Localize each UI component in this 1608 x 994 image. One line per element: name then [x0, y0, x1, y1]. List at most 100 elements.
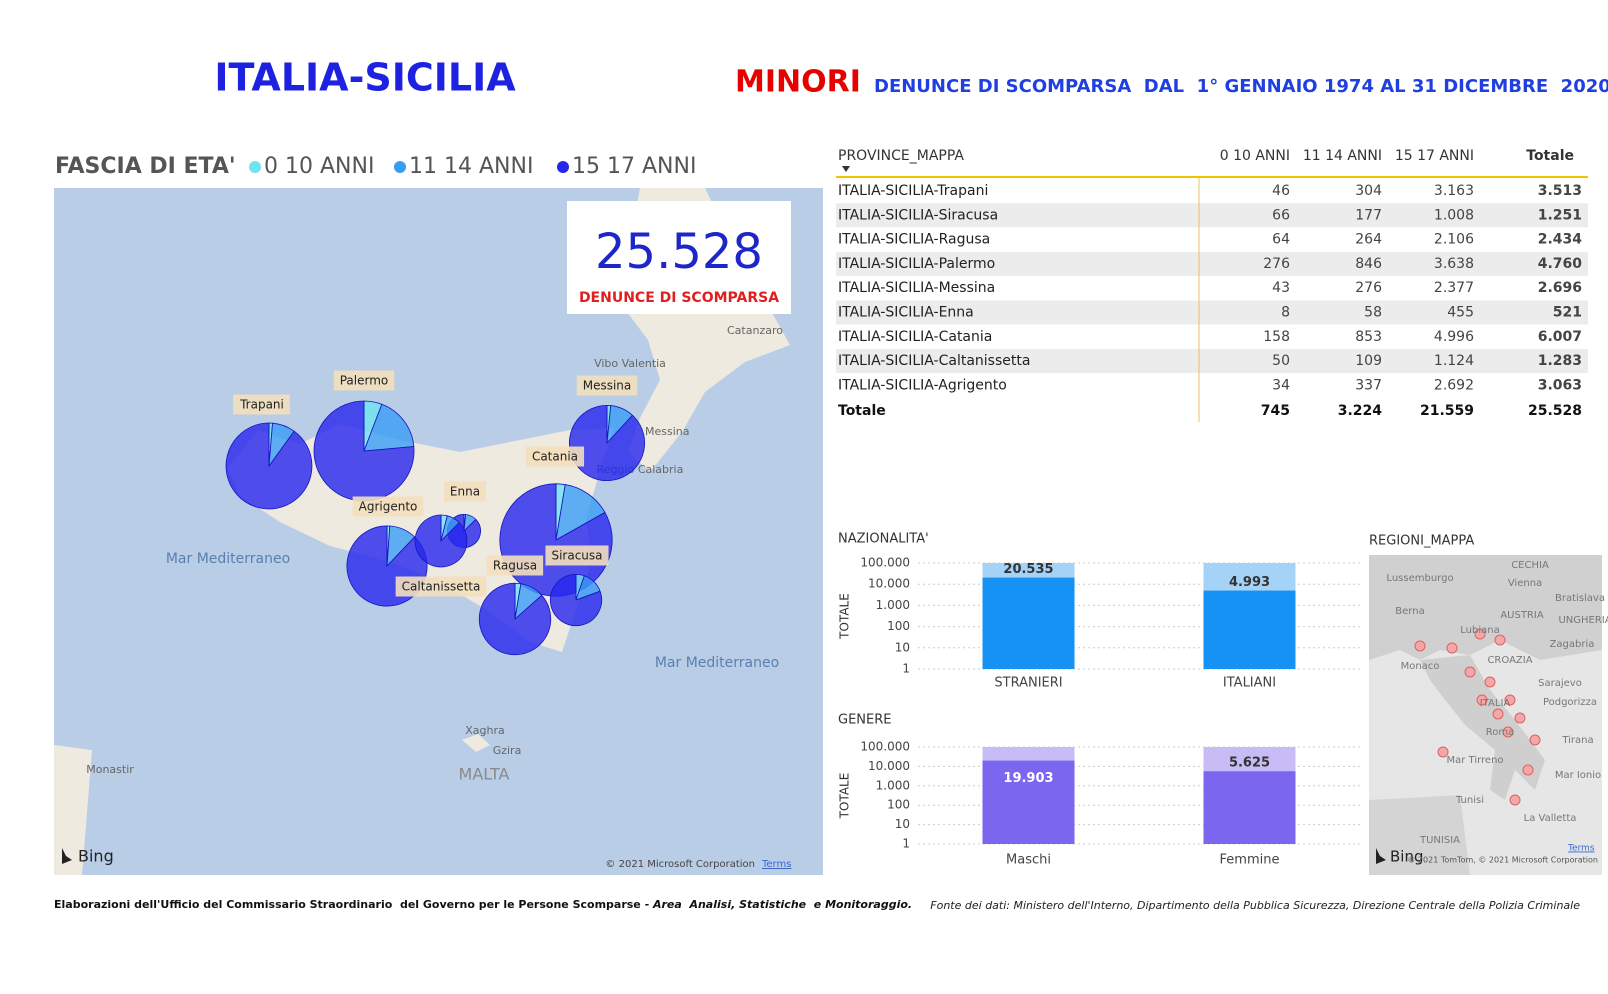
- region-place: Sarajevo: [1538, 678, 1582, 689]
- row-bg: [836, 300, 1588, 325]
- legend-dot: [249, 161, 261, 173]
- province-label-bg: [395, 576, 487, 597]
- region-dot: [1446, 642, 1458, 654]
- region-place: CECHIA: [1511, 560, 1549, 571]
- legend-label: 0 10 ANNI: [264, 154, 374, 179]
- row-bg: [836, 251, 1588, 276]
- cell: 43: [1272, 280, 1290, 296]
- cell: 8: [1281, 305, 1290, 321]
- cell: ITALIA-SICILIA-Palermo: [838, 256, 995, 272]
- footer-right: Fonte dei dati: Ministero dell'Interno, …: [930, 899, 1580, 912]
- bing-logo: [1376, 848, 1386, 864]
- place-label: Monastir: [86, 763, 134, 776]
- cell: 846: [1355, 256, 1382, 272]
- cell: ITALIA-SICILIA-Trapani: [838, 183, 988, 199]
- cell: 34: [1272, 377, 1290, 393]
- value-label: 4.993: [1229, 575, 1270, 590]
- y-tick-label: 1.000: [876, 598, 910, 612]
- region-dot: [1492, 708, 1504, 720]
- cell: ITALIA-SICILIA-Caltanissetta: [838, 353, 1030, 369]
- footer-left-text: Elaborazioni dell'Ufficio del Commissari…: [54, 898, 653, 911]
- cell: 3.638: [1434, 256, 1474, 272]
- pie-slice: [550, 573, 603, 627]
- pie-slice: [363, 403, 415, 452]
- y-tick-label: 100: [887, 619, 910, 633]
- y-tick-label: 10.000: [868, 759, 910, 773]
- region-place: Roma: [1486, 727, 1515, 738]
- region-place: CROAZIA: [1487, 655, 1532, 666]
- region-place: La Valletta: [1524, 813, 1577, 824]
- cell: 66: [1272, 207, 1290, 223]
- cell: ITALIA-SICILIA-Catania: [838, 329, 992, 345]
- column-header: PROVINCE_MAPPA: [838, 148, 964, 164]
- malta: [462, 734, 490, 752]
- highlight: MINORI: [735, 65, 861, 100]
- card-value: 25.528: [595, 224, 763, 280]
- x-tick-label: Femmine: [1220, 853, 1280, 868]
- province-label: Enna: [450, 485, 480, 499]
- cell: 2.377: [1434, 280, 1474, 296]
- region-dot: [1484, 676, 1496, 688]
- place-label: MALTA: [459, 765, 510, 784]
- cell: 3.063: [1538, 377, 1582, 393]
- chart-title: GENERE: [838, 713, 891, 728]
- cell: ITALIA-SICILIA-Ragusa: [838, 232, 990, 248]
- province-label: Trapani: [239, 398, 284, 412]
- region-terms[interactable]: Terms: [1567, 844, 1595, 854]
- cell: 58: [1364, 305, 1382, 321]
- cell: 177: [1355, 207, 1382, 223]
- province-label-bg: [333, 370, 395, 391]
- y-tick-label: 100.000: [860, 740, 910, 754]
- region-attribution: © 2021 TomTom, © 2021 Microsoft Corporat…: [1407, 856, 1598, 865]
- region-map: [1369, 555, 1602, 875]
- province-label: Caltanissetta: [402, 580, 481, 594]
- legend: FASCIA DI ETA' 0 10 ANNI 11 14 ANNI 15 17 …: [55, 154, 696, 179]
- cell: 158: [1263, 329, 1290, 345]
- place-label: Vibo Valentia: [594, 357, 666, 370]
- bing-label: Bing: [78, 847, 114, 866]
- legend-dot: [394, 161, 406, 173]
- y-tick-label: 1: [902, 662, 910, 676]
- place-label: Xaghra: [465, 724, 505, 737]
- region-dot: [1476, 694, 1488, 706]
- region-place: Tirana: [1561, 735, 1593, 746]
- y-tick-label: 10: [895, 640, 910, 654]
- province-label: Agrigento: [359, 500, 418, 514]
- cell: 1.124: [1434, 353, 1474, 369]
- cell: 276: [1263, 256, 1290, 272]
- cell: 455: [1447, 305, 1474, 321]
- card-label: DENUNCE DI SCOMPARSA: [579, 290, 779, 306]
- value-label: 5.625: [1229, 756, 1270, 771]
- bar: [982, 577, 1075, 669]
- region-dot: [1494, 634, 1506, 646]
- province-label: Ragusa: [493, 559, 537, 573]
- bar: [1203, 771, 1296, 844]
- bar: [982, 760, 1075, 844]
- region-dot: [1414, 640, 1426, 652]
- cell: 1.251: [1538, 207, 1582, 223]
- region-place: Lussemburgo: [1386, 573, 1453, 584]
- total-cell: 25.528: [1528, 403, 1582, 419]
- cell: 1.283: [1538, 353, 1582, 369]
- pie-slice: [569, 404, 646, 482]
- africa: [1369, 795, 1470, 875]
- sea-label: Mar Mediterraneo: [166, 551, 290, 567]
- region-place: Mar Ionio: [1555, 770, 1601, 781]
- region-place: Berna: [1395, 606, 1424, 617]
- province-label-bg: [233, 394, 290, 415]
- cell: 50: [1272, 353, 1290, 369]
- region-place: Mar Tirreno: [1446, 755, 1503, 766]
- cell: 521: [1553, 305, 1582, 321]
- pie-slice: [555, 484, 606, 541]
- region-place: UNGHERIA: [1558, 615, 1608, 626]
- cell: 109: [1355, 353, 1382, 369]
- column-header: 15 17 ANNI: [1395, 148, 1474, 164]
- value-label: 19.903: [1003, 771, 1053, 786]
- terms-link[interactable]: Terms: [761, 859, 791, 870]
- province-label-bg: [352, 496, 424, 517]
- land: [1369, 555, 1602, 660]
- sea-label: Mar Mediterraneo: [655, 655, 779, 671]
- cell: 64: [1272, 232, 1290, 248]
- region-dot: [1522, 764, 1534, 776]
